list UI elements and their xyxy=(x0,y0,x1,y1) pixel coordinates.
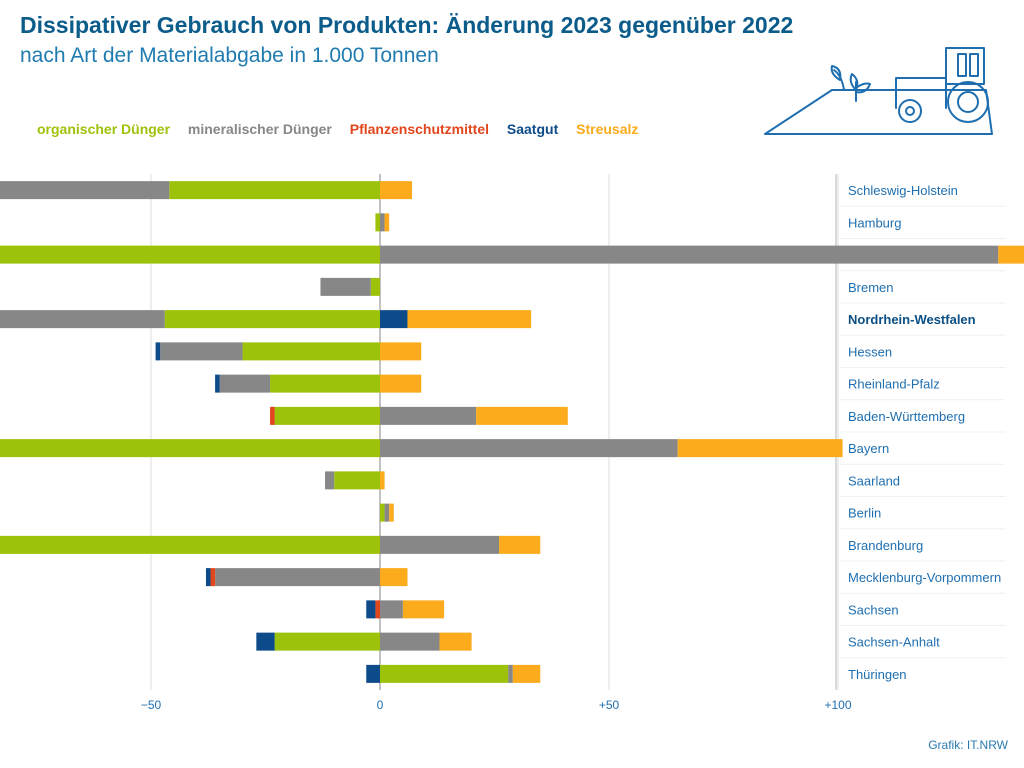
bar-segment xyxy=(274,406,380,425)
bar-segment xyxy=(242,342,380,361)
bar-segment xyxy=(0,535,380,554)
category-label: Sachsen-Anhalt xyxy=(848,635,940,650)
legend-pesticides: Pflanzenschutzmittel xyxy=(349,121,489,137)
bar-segment xyxy=(380,310,408,329)
bar-segment xyxy=(210,568,216,587)
x-tick-label: +100 xyxy=(824,698,851,712)
bar-segment xyxy=(0,181,170,200)
bar-segment xyxy=(380,245,999,264)
bar-segment xyxy=(325,471,335,490)
bar-segment xyxy=(439,632,472,651)
bar-segment xyxy=(380,632,440,651)
bar-segment xyxy=(160,342,243,361)
bar-segment xyxy=(366,600,376,619)
category-label: Schleswig-Holstein xyxy=(848,183,958,198)
bar-segment xyxy=(164,310,380,329)
category-label: Mecklenburg-Vorpommern xyxy=(848,570,1001,585)
bar-segment xyxy=(384,503,390,522)
bar-segment xyxy=(155,342,161,361)
category-label: Sachsen xyxy=(848,602,899,617)
bar-segment xyxy=(380,181,413,200)
bar-segment xyxy=(380,342,422,361)
bar-segment xyxy=(380,439,678,458)
bar-segment xyxy=(380,568,408,587)
bar-segment xyxy=(380,535,500,554)
bar-segment xyxy=(508,664,513,683)
bar-segment xyxy=(389,503,394,522)
bar-segment xyxy=(215,374,220,393)
bar-segment xyxy=(366,664,380,683)
bar-segment xyxy=(384,213,390,232)
bar-segment xyxy=(380,213,385,232)
category-label: Hamburg xyxy=(848,215,901,230)
bar-segment xyxy=(215,568,380,587)
bar-segment xyxy=(380,503,385,522)
x-tick-label: 0 xyxy=(377,698,384,712)
bar-segment xyxy=(205,568,211,587)
category-label: Bremen xyxy=(848,280,894,295)
bar-segment xyxy=(380,374,422,393)
bar-segment xyxy=(375,600,380,619)
bar-segment xyxy=(274,632,380,651)
bar-segment xyxy=(512,664,541,683)
category-label: Saarland xyxy=(848,473,900,488)
bar-segment xyxy=(380,406,477,425)
legend-road-salt: Streusalz xyxy=(576,121,639,137)
x-tick-label: −50 xyxy=(141,698,162,712)
credit: Grafik: IT.NRW xyxy=(928,738,1008,752)
bar-segment xyxy=(499,535,541,554)
category-label: Bayern xyxy=(848,441,889,456)
bar-segment xyxy=(219,374,271,393)
legend-mineral-fertilizer: mineralischer Dünger xyxy=(187,121,332,137)
bar-segment xyxy=(270,374,380,393)
bar-segment xyxy=(677,439,843,458)
legend-seeds: Saatgut xyxy=(506,121,559,137)
bar-segment xyxy=(320,277,371,296)
bar-segment xyxy=(370,277,380,296)
bar-segment xyxy=(270,406,275,425)
tractor-with-sprouts-icon xyxy=(764,47,993,135)
category-label: Berlin xyxy=(848,506,881,521)
bar-segment xyxy=(375,213,380,232)
bar-segment xyxy=(402,600,445,619)
bar-segment xyxy=(169,181,380,200)
category-label: Baden-Württemberg xyxy=(848,409,965,424)
legend-organic-fertilizer: organischer Dünger xyxy=(37,121,171,137)
bar-segment xyxy=(380,600,403,619)
category-label: Thüringen xyxy=(848,667,907,682)
chart-title: Dissipativer Gebrauch von Produkten: Änd… xyxy=(20,12,794,38)
bar-segment xyxy=(256,632,275,651)
bar-segment xyxy=(476,406,568,425)
category-label: Brandenburg xyxy=(848,538,923,553)
bar-segment xyxy=(998,245,1024,264)
legend: organischer Dünger mineralischer Dünger … xyxy=(37,121,652,137)
bar-segment xyxy=(334,471,380,490)
bar-segment xyxy=(0,439,381,458)
bar-segment xyxy=(407,310,532,329)
bar-segment xyxy=(0,245,380,264)
chart-subtitle: nach Art der Materialabgabe in 1.000 Ton… xyxy=(20,44,439,67)
bar-segment xyxy=(0,310,165,329)
bar-segment xyxy=(380,664,509,683)
bar-segment xyxy=(380,471,385,490)
x-tick-label: +50 xyxy=(599,698,620,712)
category-label: Hessen xyxy=(848,344,892,359)
category-label: Nordrhein-Westfalen xyxy=(848,312,976,327)
category-label: Rheinland-Pfalz xyxy=(848,377,940,392)
